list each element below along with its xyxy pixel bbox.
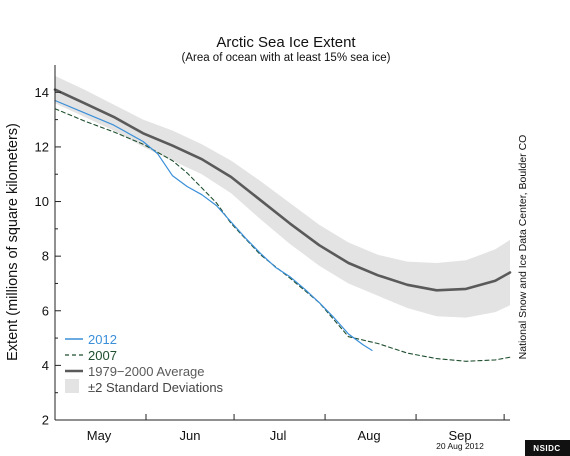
nsidc-badge (525, 440, 570, 456)
chart-subtitle: (Area of ocean with at least 15% sea ice… (181, 52, 390, 64)
x-tick-label: Jul (270, 428, 287, 443)
y-tick-label: 10 (35, 194, 49, 209)
y-tick-label: 12 (35, 139, 49, 154)
legend-label-1: 2007 (88, 348, 117, 363)
series-line-2007 (54, 108, 511, 362)
y-tick-label: 6 (42, 303, 49, 318)
y-tick-label: 8 (42, 249, 49, 264)
date-stamp: 20 Aug 2012 (436, 441, 484, 451)
x-tick-label: Aug (358, 428, 381, 443)
credit-text: National Snow and Ice Data Center, Bould… (517, 135, 529, 360)
chart-title: Arctic Sea Ice Extent (216, 34, 356, 51)
legend-label-3: ±2 Standard Deviations (88, 380, 224, 395)
series-line-2012 (54, 99, 373, 351)
x-tick-label: May (87, 428, 112, 443)
nsidc-badge-label: NSIDC (533, 444, 560, 453)
plot-area (53, 75, 512, 362)
legend-label-2: 1979−2000 Average (88, 364, 205, 379)
y-tick-label: 2 (42, 413, 49, 428)
legend-swatch-std-dev (65, 379, 79, 393)
y-tick-label: 14 (35, 85, 49, 100)
x-tick-label: Sep (449, 428, 472, 443)
axes: 2 4 6 8 10 12 14 May Jun Jul Aug Sep (35, 65, 510, 443)
x-tick-label: Jun (180, 428, 201, 443)
std-dev-band (55, 75, 510, 318)
y-tick-label: 4 (42, 358, 49, 373)
series-line-average (53, 88, 512, 292)
y-axis-label: Extent (millions of square kilometers) (5, 123, 21, 361)
legend-label-0: 2012 (88, 332, 117, 347)
